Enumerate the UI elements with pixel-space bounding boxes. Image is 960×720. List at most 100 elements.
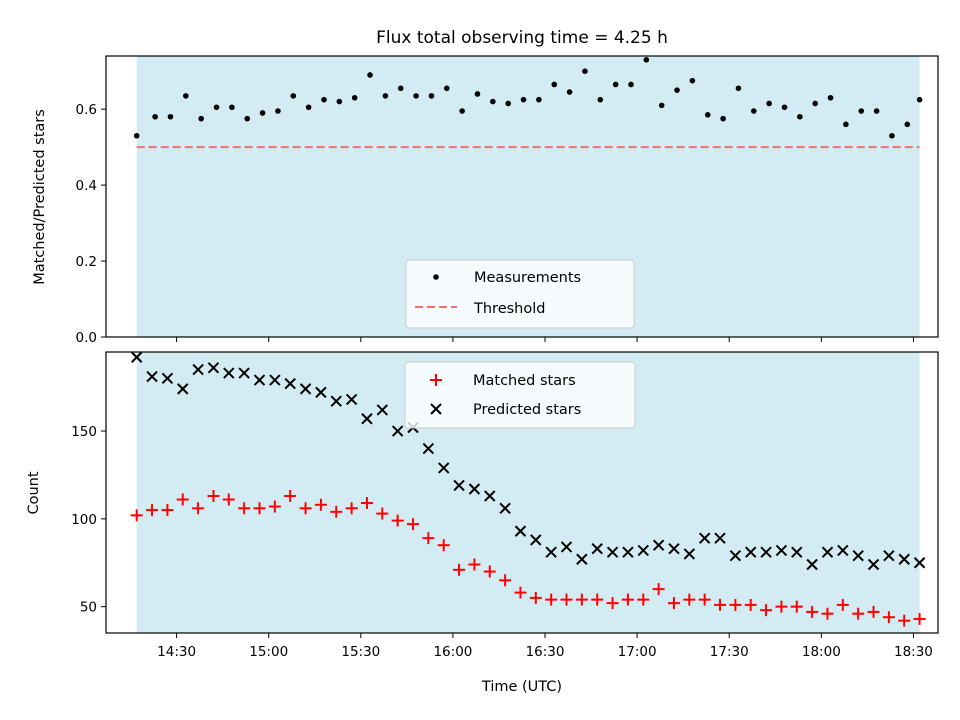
predicted-star-point [898,553,910,565]
matched-star-point [360,497,373,510]
matched-star-point [821,607,834,620]
predicted-star-point [622,546,634,558]
top-y-axis-label: Matched/Predicted stars [32,109,48,285]
measurement-point [505,100,511,107]
matched-star-point [437,539,450,552]
matched-star-point [238,502,251,515]
predicted-star-point [468,483,481,495]
matched-star-point [192,502,205,515]
measurement-point [397,85,404,92]
matched-star-point [760,604,773,617]
predicted-star-point [791,546,803,558]
x-tick-label: 18:30 [894,644,933,660]
matched-star-point [345,502,358,515]
measurement-point [582,68,588,74]
bottom-y-tick-label: 150 [71,424,97,440]
measurement-point [275,108,281,114]
predicted-star-point [576,553,588,565]
predicted-star-point [806,558,818,571]
predicted-star-point [514,525,527,537]
predicted-star-point [453,479,465,492]
matched-star-point [913,612,926,625]
predicted-star-point [637,544,649,557]
measurement-point [766,100,772,107]
predicted-star-point [821,546,834,558]
predicted-star-point [438,462,450,474]
bottom-y-tick-label: 100 [71,512,97,528]
matched-star-point [422,532,435,545]
matched-star-point [560,593,573,606]
measurement-point [827,94,834,101]
matched-star-point [207,490,220,503]
matched-star-point [714,598,727,611]
matched-star-point [621,593,634,606]
top-legend-box [405,259,635,329]
predicted-star-point [775,544,788,557]
measurement-point [628,81,634,88]
matched-star-point [698,593,711,606]
measurement-point [290,93,297,99]
predicted-star-point [714,532,726,544]
matched-star-point [268,500,281,513]
predicted-star-point [315,386,327,399]
measurement-point [735,85,742,92]
measurement-point [781,104,788,111]
matched-star-point [852,607,865,620]
measurement-point [183,93,189,99]
predicted-star-point [177,383,189,395]
x-tick-label: 17:30 [710,644,749,660]
measurement-point [413,93,419,99]
predicted-star-point [299,383,312,395]
matched-star-point [391,514,404,527]
matched-star-point [667,597,680,610]
legend-threshold-label: Threshold [473,301,545,317]
predicted-star-point [760,546,772,558]
predicted-star-point [683,548,696,560]
measurement-point [597,96,604,103]
bottom-y-axis-label: Count [26,471,42,514]
matched-star-point [790,600,803,613]
x-axis-label: Time (UTC) [481,679,562,695]
predicted-star-point [913,557,926,569]
chart-title: Flux total observing time = 4.25 h [376,28,668,48]
matched-star-point [314,498,327,511]
matched-star-point [898,614,911,627]
matched-star-point [453,563,466,576]
predicted-star-point [422,442,435,455]
matched-star-point [529,591,542,604]
predicted-star-point [391,425,404,437]
measurement-point [198,115,204,122]
matched-star-point [499,574,512,587]
matched-star-point [176,493,189,506]
measurement-point [305,104,312,111]
measurement-point [566,89,573,95]
legend-predicted-marker [430,403,442,415]
measurement-point [750,108,757,114]
predicted-star-point [837,544,849,557]
top-panel: 0.0 0.2 0.4 0.6 Flux total observing time =… [32,28,939,346]
x-tick-label: 17:00 [618,644,657,660]
matched-star-point [882,611,895,624]
measurement-point [674,87,680,93]
predicted-star-point [192,363,204,376]
measurement-point [873,108,880,114]
predicted-star-point [361,413,373,425]
top-y-tick-label: 0.6 [76,102,97,118]
measurement-point [889,132,895,139]
measurement-point [382,93,389,99]
measurement-points [133,56,923,139]
matched-star-point [744,598,757,611]
matched-star-point [299,502,312,515]
matched-star-point [161,504,174,517]
x-tick-label: 16:00 [433,644,472,660]
measurement-point [133,132,140,139]
predicted-star-point [729,550,742,562]
matched-star-point [806,605,819,618]
matched-star-point [575,593,588,606]
top-y-tick-label: 0.0 [76,330,97,346]
measurement-point [904,121,911,128]
measurement-point [428,93,435,99]
predicted-star-point [345,393,358,406]
measurement-point [244,115,251,122]
